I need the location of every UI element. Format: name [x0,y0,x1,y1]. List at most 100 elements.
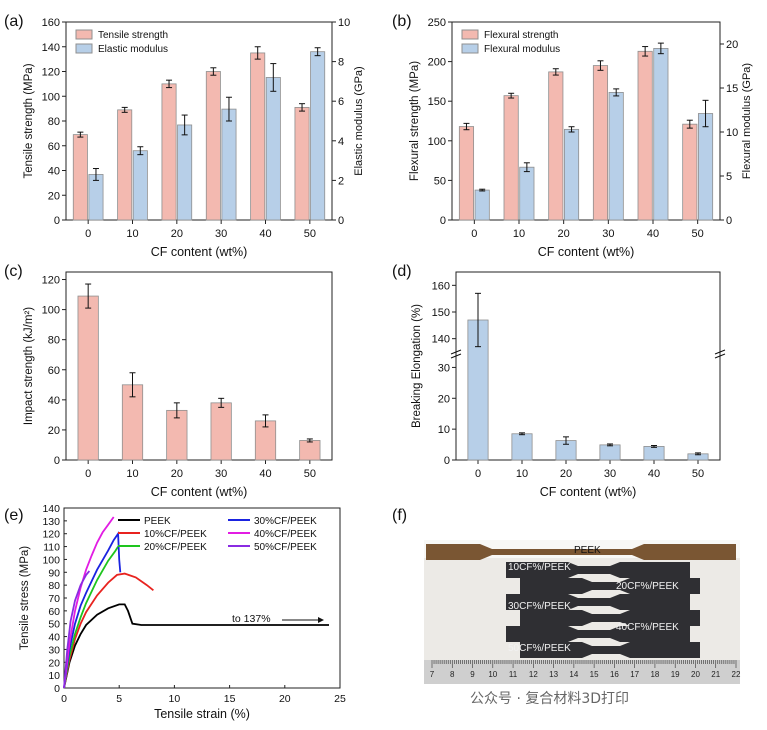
bar [519,166,535,221]
x-tick-label: 50 [692,228,704,240]
bar [117,109,133,221]
bar [77,295,99,461]
x-axis-label: Tensile strain (%) [154,707,250,721]
bar [697,113,714,221]
cf-specimen [520,642,700,658]
watermark: 公众号 · 复合材料3D打印 [470,691,630,707]
bar [548,71,564,221]
panel-label: (c) [4,263,23,280]
x-tick-label: 15 [224,693,236,705]
x-axis-label: CF content (wt%) [151,245,248,259]
y-tick-label: 0 [444,455,450,467]
x-tick-label: 10 [169,693,181,705]
y-tick-label: 90 [48,567,60,579]
ruler-number: 17 [630,670,639,679]
ruler-number: 20 [691,670,700,679]
y2-tick-label: 0 [726,215,732,227]
ruler-number: 16 [610,670,619,679]
y-tick-label: 60 [48,606,60,618]
legend-label: 30%CF/PEEK [254,516,317,527]
ruler-number: 9 [470,670,475,679]
y-tick-label: 160 [42,17,60,29]
bar [682,123,698,221]
legend-label: 40%CF/PEEK [254,529,317,540]
ruler-number: 12 [529,670,538,679]
x-tick-label: 50 [304,228,316,240]
x-tick-label: 40 [259,228,271,240]
y-tick-label: 100 [428,136,446,148]
chart-d: (d) 0 10 20 30 140 150 160 Breaking Elongation (… [392,263,726,499]
x-tick-label: 0 [475,468,481,480]
y-tick-label: 40 [48,395,60,407]
x-tick-label: 20 [279,693,291,705]
y-tick-label: 140 [42,42,60,54]
ruler-number: 15 [590,670,599,679]
bar [294,106,310,221]
bar [265,77,281,221]
y-tick-label: 20 [48,657,60,669]
bar [132,150,148,221]
ruler-number: 19 [671,670,680,679]
y-tick-label: 30 [438,362,450,374]
ruler-number: 8 [450,670,455,679]
legend-label: 20%CF/PEEK [144,542,207,553]
bar [643,446,665,461]
series-line [63,572,154,689]
y-tick-label: 120 [42,275,60,287]
series-line [63,603,329,689]
y-tick-label: 120 [42,67,60,79]
annotation-arrowhead [318,617,324,623]
ruler-number: 18 [650,670,659,679]
ruler-number: 21 [711,670,720,679]
x-tick-label: 10 [516,468,528,480]
y2-tick-label: 10 [338,17,350,29]
y-tick-label: 60 [48,141,60,153]
y2-tick-label: 6 [338,96,344,108]
y-axis-label: Breaking Elongation (%) [411,304,423,428]
series-line [63,546,119,689]
x-tick-label: 0 [85,468,91,480]
x-tick-label: 50 [692,468,704,480]
legend-label: 50%CF/PEEK [254,542,317,553]
y-tick-label: 40 [48,166,60,178]
bar [310,51,326,221]
bar [72,134,88,221]
annotation-label: to 137% [232,613,271,625]
x-tick-label: 10 [126,468,138,480]
panel-label: (e) [4,507,24,524]
legend-label: 10%CF/PEEK [144,529,207,540]
x-axis-label: CF content (wt%) [538,245,635,259]
x-tick-label: 20 [558,228,570,240]
series-line [63,530,122,689]
y-tick-label: 0 [54,215,60,227]
y-tick-label: 140 [432,334,450,346]
bar [210,402,232,461]
y2-axis-label: Elastic modulus (GPa) [353,66,365,175]
plot-frame [451,21,721,221]
x-axis-label: CF content (wt%) [540,485,637,499]
y-tick-label: 120 [42,529,60,541]
cf-specimen [520,578,700,594]
y-tick-label: 150 [432,307,450,319]
bar [608,92,624,221]
y-tick-label: 50 [48,619,60,631]
bar [177,124,193,221]
y-tick-label: 0 [440,215,446,227]
legend-swatch [75,29,93,40]
y-tick-label: 150 [428,96,446,108]
x-tick-label: 20 [171,228,183,240]
y-tick-label: 80 [48,580,60,592]
y-tick-label: 80 [48,335,60,347]
axis-break [714,349,726,355]
cf-specimen [506,562,690,578]
bar [88,174,104,221]
x-tick-label: 40 [647,228,659,240]
series-line [63,516,115,689]
x-tick-label: 10 [126,228,138,240]
y2-axis-label: Flexural modulus (GPa) [741,63,753,179]
bar [592,65,609,221]
x-tick-label: 25 [334,693,346,705]
legend-swatch [461,43,479,54]
panel-label: (f) [392,507,407,524]
